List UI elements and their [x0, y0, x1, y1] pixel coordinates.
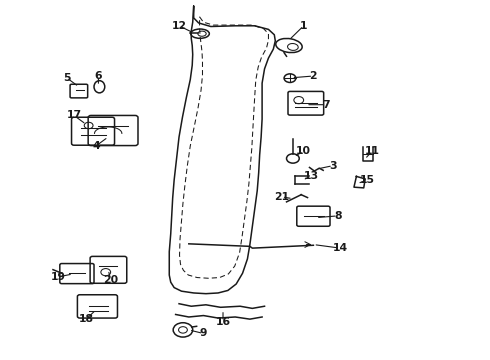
Text: 1: 1	[300, 21, 307, 31]
Text: 19: 19	[51, 272, 66, 282]
Text: 10: 10	[296, 146, 311, 156]
Text: 20: 20	[103, 275, 118, 285]
Text: 7: 7	[322, 100, 329, 110]
Text: 21: 21	[274, 192, 289, 202]
Text: 3: 3	[329, 161, 337, 171]
Text: 18: 18	[79, 314, 94, 324]
Text: 6: 6	[95, 71, 102, 81]
Text: 12: 12	[172, 21, 187, 31]
Text: 4: 4	[92, 141, 100, 151]
Text: 8: 8	[334, 211, 342, 221]
Text: 13: 13	[303, 171, 318, 181]
Text: 2: 2	[310, 71, 317, 81]
Text: 17: 17	[67, 111, 81, 121]
Text: 16: 16	[216, 317, 231, 327]
Text: 9: 9	[200, 328, 207, 338]
Text: 5: 5	[63, 73, 71, 83]
Text: 15: 15	[360, 175, 375, 185]
Text: 11: 11	[365, 146, 380, 156]
Text: 14: 14	[333, 243, 348, 253]
